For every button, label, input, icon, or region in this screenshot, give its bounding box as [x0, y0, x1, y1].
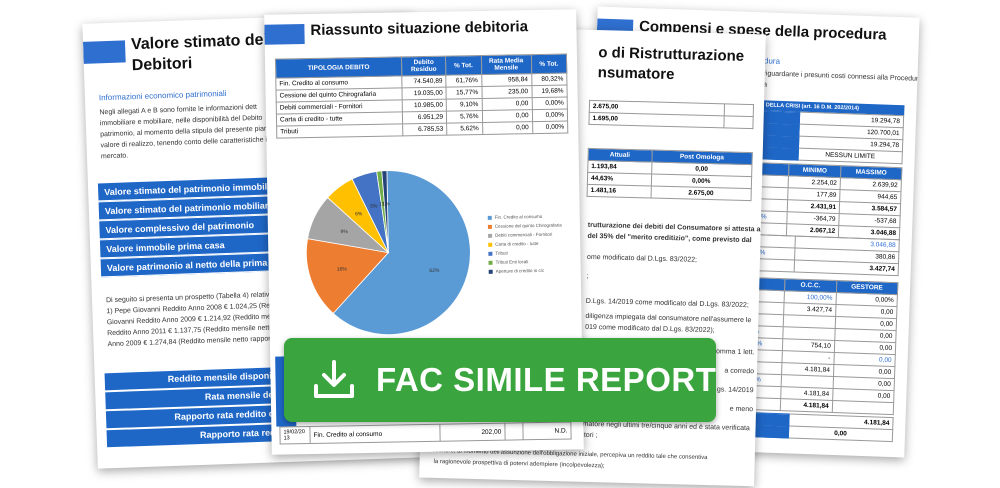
legend-swatch — [488, 269, 493, 274]
cell: 3.427,74 — [794, 260, 899, 276]
cell: 19,68% — [531, 84, 568, 98]
text-line: ; — [586, 272, 589, 280]
cell: 202,00 — [439, 423, 505, 442]
pie-label-3: 9% — [340, 229, 348, 235]
cell: NESSUN LIMITE — [798, 148, 903, 164]
table-crisi: ZIONE DELLA CRISI (art. 16 D.M. 202/2014… — [743, 99, 905, 165]
cell: 15,77% — [446, 86, 482, 100]
cell — [831, 400, 894, 415]
chart-legend: Fin. Credito al consumo Cessione del quin… — [487, 212, 563, 276]
cell: 0,00% — [531, 108, 568, 122]
cell: 74.540,89 — [401, 75, 447, 88]
paragraph: Negli allegati A e B sono fornite le inf… — [99, 101, 273, 162]
pie-chart: 62%16%9%6%5% 1%1% — [305, 170, 471, 336]
pie-slice-1 — [332, 170, 471, 336]
cell: 19.035,00 — [402, 87, 447, 100]
cell: Tributi — [276, 123, 403, 139]
paragraph2: Di seguito si presenta un prospetto (Tab… — [106, 289, 288, 350]
legend-swatch — [488, 260, 493, 265]
text-line: D.Lgs. 14/2019 come modificato dal D.Lgs… — [585, 297, 749, 310]
text-line: ome modificato dal D.Lgs. 83/2022; — [586, 253, 698, 264]
cell: 1.481,16 — [587, 184, 651, 199]
table-debiti: TIPOLOGIA DEBITO Debito Residuo % Tot. R… — [275, 53, 568, 139]
cell: 235,00 — [481, 85, 532, 99]
cell: Fin. Credito al consumo — [309, 424, 441, 444]
title-accent-bar — [264, 24, 305, 45]
pie-label-2: 16% — [337, 267, 348, 273]
section-heading: Informazioni economico patrimoniali — [98, 88, 227, 103]
cell: 9,10% — [446, 98, 482, 112]
table-attuali-post: Attuali Post Omologa 1.193,84 0,00 44,63% 0… — [587, 148, 753, 201]
page-title: Riassunto situazione debitoria — [310, 18, 529, 39]
title-accent-bar — [82, 40, 126, 64]
table-row: 19/02/20 13 Fin. Credito al consumo 202,… — [279, 421, 572, 445]
cell: 2.675,00 — [650, 186, 752, 201]
cell: 4.181,84 — [780, 398, 833, 413]
cell: 5,62% — [446, 122, 483, 136]
page-title: Valore stimato dei — [130, 31, 269, 54]
table-small-values: 2.675,00 1.695,00 — [588, 100, 754, 129]
pie-slice-2 — [305, 238, 390, 314]
pie-label-4: 6% — [355, 211, 363, 217]
page-riassunto-debitoria: Riassunto situazione debitoria TIPOLOGIA… — [264, 9, 584, 455]
cell: 61,76% — [445, 74, 482, 88]
legend-swatch — [487, 224, 492, 229]
pie-slice-7 — [381, 170, 389, 253]
header-debito-residuo: Debito Residuo — [401, 56, 446, 76]
legend-swatch — [487, 215, 492, 220]
table-min-max: MINIMO MASSIMO 2.254,02 2.639,92 177,89 944… — [740, 162, 902, 241]
cell: 958,84 — [481, 73, 532, 87]
cell: 0,00 — [482, 121, 533, 135]
cell: 6.951,29 — [402, 111, 447, 124]
legend-entry: Aperture di credito in c/c — [488, 266, 563, 276]
header-pct-2: % Tot. — [530, 53, 567, 74]
legend-swatch — [488, 233, 493, 238]
header-tipologia: TIPOLOGIA DEBITO — [275, 56, 402, 79]
cell: 0,00% — [531, 96, 568, 110]
cell: 6.785,53 — [402, 123, 447, 136]
section-heading: dura — [763, 56, 781, 66]
cell: 10.985,00 — [402, 99, 447, 112]
header-rata-media: Rata Media Mensile — [480, 54, 532, 75]
banner-label: FAC SIMILE REPORT — [376, 361, 717, 398]
pie-label-5: 5% — [370, 204, 378, 210]
cell: 0,00 — [481, 109, 533, 123]
pie-label-6: 1% — [379, 202, 387, 208]
cell: 19/02/20 13 — [279, 426, 311, 445]
table-compenso: 3.046,88 12,50%380,86 3.427,74 — [739, 234, 900, 277]
cell: 0,00 — [788, 425, 893, 442]
cell: 1.695,00 — [588, 112, 725, 128]
table-bottom-row: 19/02/20 13 Fin. Credito al consumo 202,… — [279, 421, 572, 445]
cell: N.D. — [522, 421, 572, 440]
page-title-line2: Debitori — [131, 55, 193, 75]
fac-simile-banner[interactable]: FAC SIMILE REPORT — [284, 338, 716, 422]
page-title: o di Ristrutturazione — [598, 44, 745, 65]
cell: 5,76% — [446, 110, 483, 124]
download-icon — [314, 360, 354, 398]
legend-swatch — [488, 242, 493, 247]
legend-swatch — [488, 251, 493, 256]
intro-line: riguardante i presunti costi connessi al… — [763, 70, 920, 83]
page-title-line2: nsumatore — [597, 64, 675, 84]
pie-label-7: 1% — [382, 201, 390, 207]
header-pct: % Tot. — [445, 55, 482, 76]
cell: 80,32% — [531, 72, 567, 86]
table-totale: 4.181,84 0,00 — [733, 412, 894, 443]
pie-label-1: 62% — [429, 268, 440, 274]
cell: 0,00 — [481, 97, 532, 111]
cell: 0,00% — [532, 120, 568, 134]
